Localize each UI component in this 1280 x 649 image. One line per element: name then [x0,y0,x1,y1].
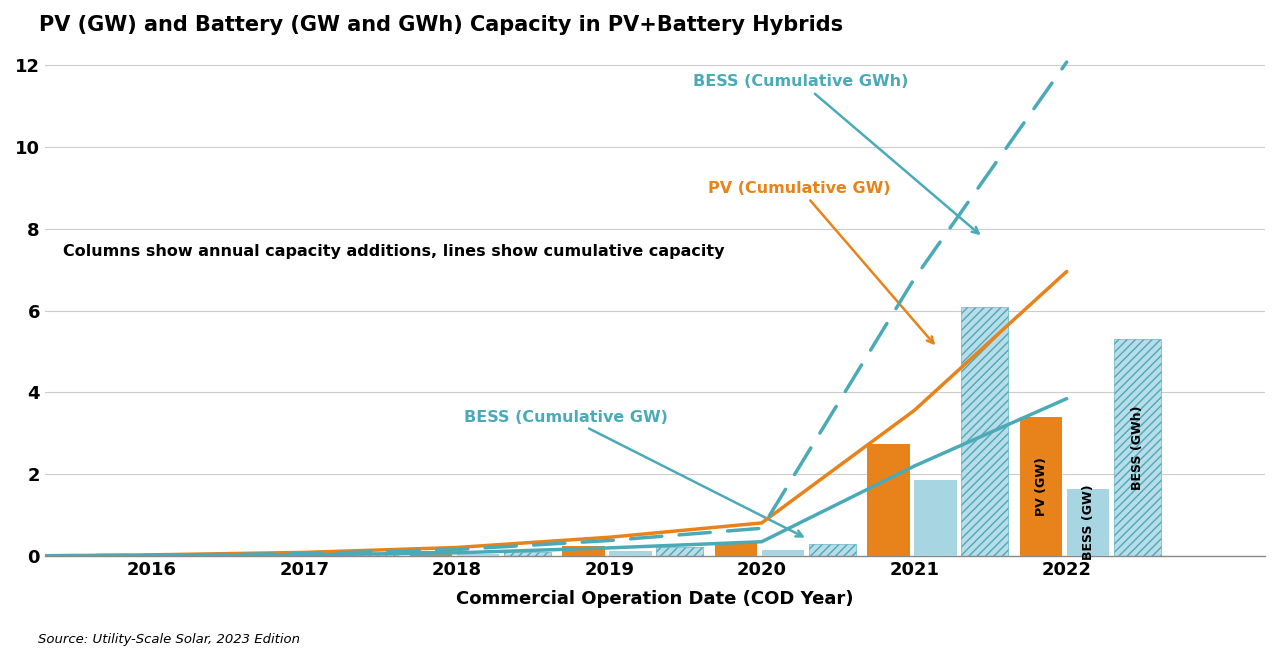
Bar [457,554,499,556]
Bar [657,547,703,556]
Bar [105,555,147,556]
Bar [762,550,804,556]
Bar [562,546,605,556]
Bar [961,306,1009,556]
Bar [503,552,550,556]
Bar [351,554,398,556]
X-axis label: Commercial Operation Date (COD Year): Commercial Operation Date (COD Year) [456,590,854,608]
Text: BESS (Cumulative GWh): BESS (Cumulative GWh) [692,74,979,234]
Bar [914,480,957,556]
Bar [1020,417,1062,556]
Text: Columns show annual capacity additions, lines show cumulative capacity: Columns show annual capacity additions, … [63,244,724,259]
Text: BESS (GWh): BESS (GWh) [1130,406,1144,490]
Bar [410,551,452,556]
Text: BESS (Cumulative GW): BESS (Cumulative GW) [465,410,803,536]
Bar [257,554,300,556]
Text: PV (GW): PV (GW) [1034,457,1047,516]
Text: BESS (GW): BESS (GW) [1082,485,1094,560]
Bar [609,551,652,556]
Bar [714,542,758,556]
Text: PV (GW) and Battery (GW and GWh) Capacity in PV+Battery Hybrids: PV (GW) and Battery (GW and GWh) Capacit… [38,15,844,35]
Bar [809,544,855,556]
Text: PV (Cumulative GW): PV (Cumulative GW) [708,180,933,343]
Bar [1066,489,1110,556]
Bar [1114,339,1161,556]
Text: Source: Utility-Scale Solar, 2023 Edition: Source: Utility-Scale Solar, 2023 Editio… [38,633,301,646]
Bar [868,444,910,556]
